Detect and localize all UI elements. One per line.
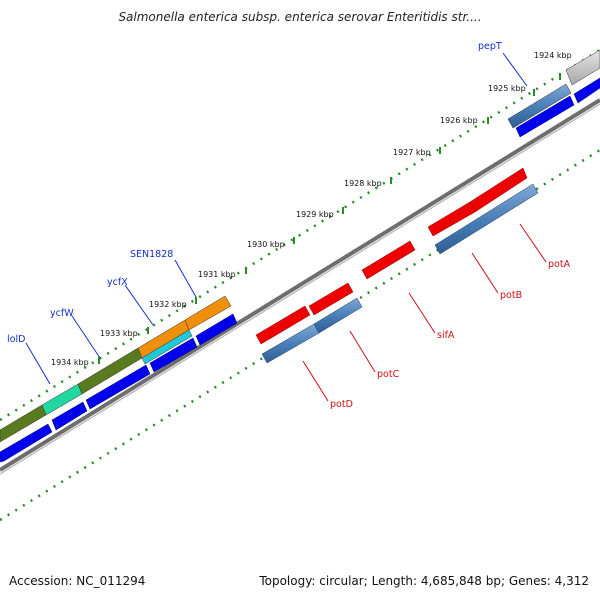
genes-label: Genes: bbox=[508, 574, 551, 588]
lolD-leader bbox=[25, 342, 51, 385]
genome-stats: Topology: circular; Length: 4,685,848 bp… bbox=[259, 574, 589, 588]
outer-dotted-track bbox=[0, 48, 600, 422]
genome-backbone-shadow bbox=[0, 103, 600, 475]
tick-label: 1926 kbp bbox=[440, 116, 478, 125]
gene-arrow-steel[interactable] bbox=[434, 183, 539, 255]
gene-arrow[interactable] bbox=[0, 423, 53, 463]
gene-arrow-red[interactable] bbox=[361, 240, 416, 280]
potD-leader bbox=[302, 360, 329, 402]
ycfW-leader bbox=[71, 315, 101, 359]
tick-label: 1931 kbp bbox=[198, 270, 236, 279]
tick-label: 1927 kbp bbox=[393, 148, 431, 157]
gene-block-grey[interactable] bbox=[565, 49, 600, 86]
genes-value: 4,312 bbox=[554, 574, 589, 588]
tick-label: 1930 kbp bbox=[247, 240, 285, 249]
gene-label-pepT[interactable]: pepT bbox=[478, 41, 502, 52]
bottom-gene-leaders bbox=[302, 223, 547, 402]
gene-label-potB[interactable]: potB bbox=[500, 290, 522, 301]
potC-leader bbox=[349, 330, 376, 373]
gene-arrow[interactable] bbox=[515, 95, 575, 138]
gene-arrow[interactable] bbox=[149, 337, 198, 373]
tick-label: 1925 kbp bbox=[488, 84, 526, 93]
tick-marks bbox=[98, 73, 561, 364]
gene-block-steel[interactable] bbox=[507, 83, 572, 129]
steel-gene-arrows bbox=[261, 183, 539, 364]
gene-label-SEN1828[interactable]: SEN1828 bbox=[130, 249, 173, 260]
gene-arrow-red[interactable] bbox=[308, 282, 354, 316]
ycfX-leader bbox=[124, 284, 154, 326]
gene-arrow-red[interactable] bbox=[255, 305, 311, 345]
gene-arrow-steel[interactable] bbox=[313, 297, 363, 334]
gene-label-ycfW[interactable]: ycfW bbox=[50, 308, 74, 319]
gene-arrow[interactable] bbox=[51, 401, 88, 431]
gene-block-orange[interactable] bbox=[184, 295, 232, 331]
tick-label: 1934 kbp bbox=[51, 358, 89, 367]
topology-value: circular bbox=[319, 574, 364, 588]
gene-label-potC[interactable]: potC bbox=[377, 369, 400, 380]
accession-label: Accession: bbox=[9, 574, 73, 588]
accession-info: Accession: NC_011294 bbox=[9, 574, 145, 588]
topology-label: Topology: bbox=[259, 574, 316, 588]
genome-backbone bbox=[0, 98, 600, 472]
tick-label: 1929 kbp bbox=[296, 210, 334, 219]
sifA-leader bbox=[408, 292, 436, 334]
gene-arrow[interactable] bbox=[573, 77, 600, 104]
top-strand-features bbox=[0, 49, 600, 443]
potB-leader bbox=[471, 252, 499, 294]
gene-label-sifA[interactable]: sifA bbox=[437, 330, 455, 341]
genome-title: Salmonella enterica subsp. enterica sero… bbox=[118, 10, 482, 24]
accession-value: NC_011294 bbox=[76, 574, 146, 588]
gene-arrow-red[interactable] bbox=[469, 167, 528, 213]
tick-label: 1933 kbp bbox=[100, 329, 138, 338]
length-label: Length: bbox=[371, 574, 418, 588]
gene-arrow[interactable] bbox=[85, 364, 151, 410]
tick-label: 1928 kbp bbox=[344, 179, 382, 188]
gene-label-ycfX[interactable]: ycfX bbox=[107, 277, 128, 288]
gene-block-cyan[interactable] bbox=[141, 329, 193, 365]
red-gene-arrows bbox=[255, 167, 528, 345]
top-gene-leaders bbox=[25, 52, 528, 385]
tick-label: 1924 kbp bbox=[534, 51, 572, 60]
blue-gene-arrows bbox=[0, 77, 600, 463]
SEN1828-leader bbox=[174, 259, 197, 298]
gene-arrow[interactable] bbox=[195, 313, 238, 346]
pepT-leader bbox=[502, 52, 528, 87]
gene-label-lolD[interactable]: lolD bbox=[7, 334, 25, 345]
tick-label: 1932 kbp bbox=[149, 300, 187, 309]
length-value: 4,685,848 bp bbox=[420, 574, 501, 588]
gene-label-potA[interactable]: potA bbox=[548, 259, 571, 270]
gene-label-potD[interactable]: potD bbox=[330, 399, 353, 410]
potA-leader bbox=[519, 223, 547, 263]
